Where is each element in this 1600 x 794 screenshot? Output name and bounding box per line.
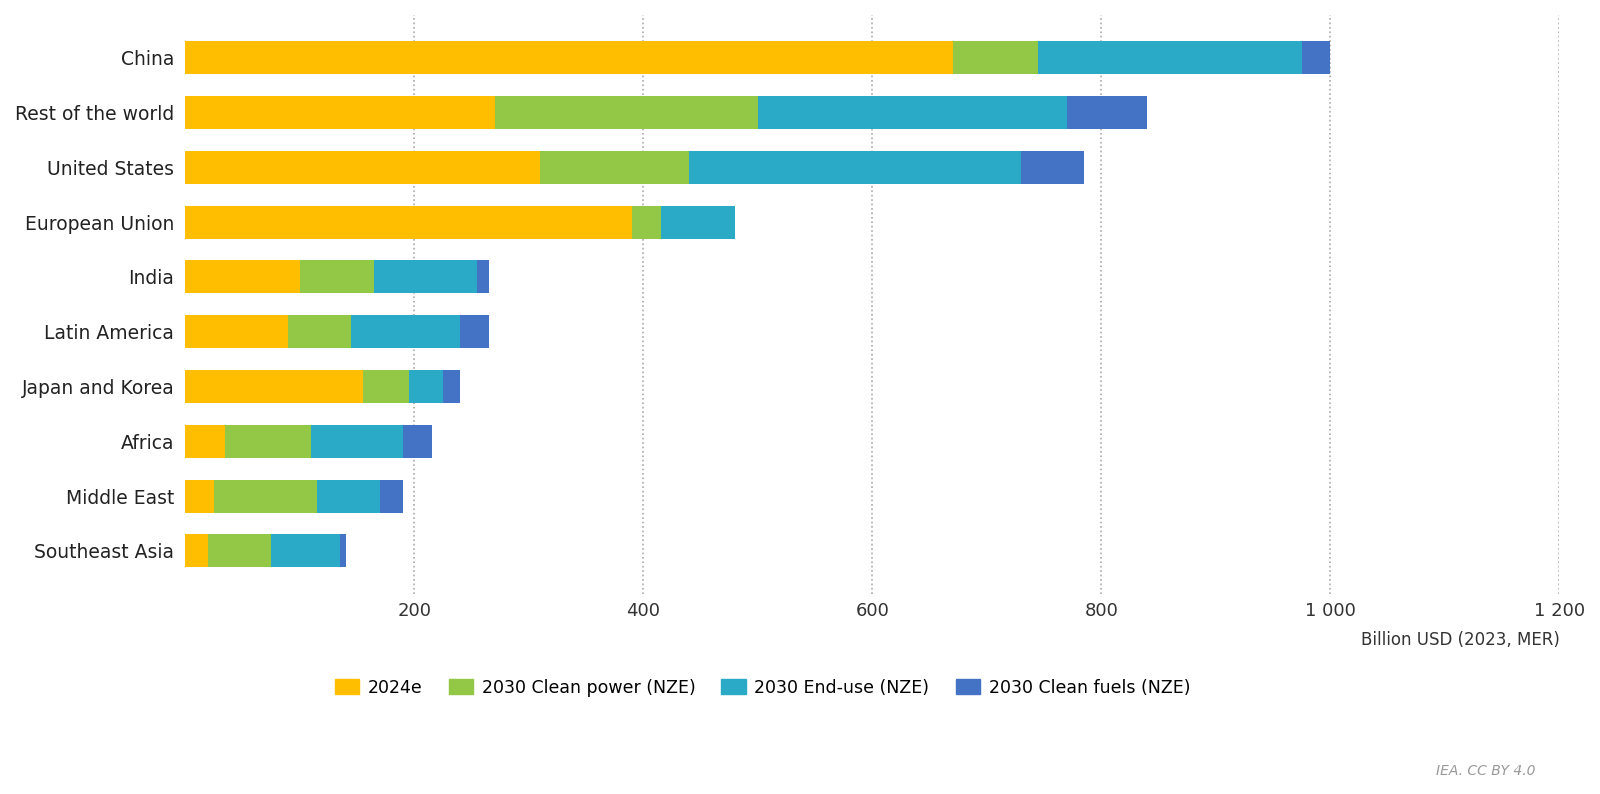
Bar <box>381 480 403 512</box>
Bar <box>299 260 374 293</box>
Bar <box>208 534 272 567</box>
Bar <box>186 315 288 348</box>
Bar <box>477 260 490 293</box>
Bar <box>339 534 346 567</box>
Bar <box>661 206 734 238</box>
Bar <box>226 425 312 457</box>
Bar <box>186 425 226 457</box>
Bar <box>214 480 317 512</box>
Bar <box>186 206 632 238</box>
Bar <box>494 96 758 129</box>
Bar <box>690 151 1021 183</box>
Bar <box>312 425 403 457</box>
Bar <box>1021 151 1085 183</box>
Bar <box>1067 96 1147 129</box>
Text: IEA. CC BY 4.0: IEA. CC BY 4.0 <box>1437 764 1536 778</box>
Bar <box>758 96 1067 129</box>
Bar <box>272 534 339 567</box>
Bar <box>186 41 952 74</box>
Bar <box>186 480 214 512</box>
Bar <box>952 41 1038 74</box>
Bar <box>186 151 541 183</box>
Bar <box>403 425 432 457</box>
Bar <box>374 260 477 293</box>
Bar <box>461 315 490 348</box>
Bar <box>363 370 408 403</box>
X-axis label: Billion USD (2023, MER): Billion USD (2023, MER) <box>1360 631 1560 649</box>
Bar <box>352 315 461 348</box>
Bar <box>541 151 690 183</box>
Bar <box>186 260 299 293</box>
Bar <box>408 370 443 403</box>
Bar <box>1038 41 1302 74</box>
Bar <box>632 206 661 238</box>
Bar <box>186 96 494 129</box>
Bar <box>443 370 461 403</box>
Bar <box>186 370 363 403</box>
Bar <box>186 534 208 567</box>
Bar <box>1302 41 1331 74</box>
Bar <box>317 480 381 512</box>
Legend: 2024e, 2030 Clean power (NZE), 2030 End-use (NZE), 2030 Clean fuels (NZE): 2024e, 2030 Clean power (NZE), 2030 End-… <box>328 672 1197 703</box>
Bar <box>288 315 352 348</box>
